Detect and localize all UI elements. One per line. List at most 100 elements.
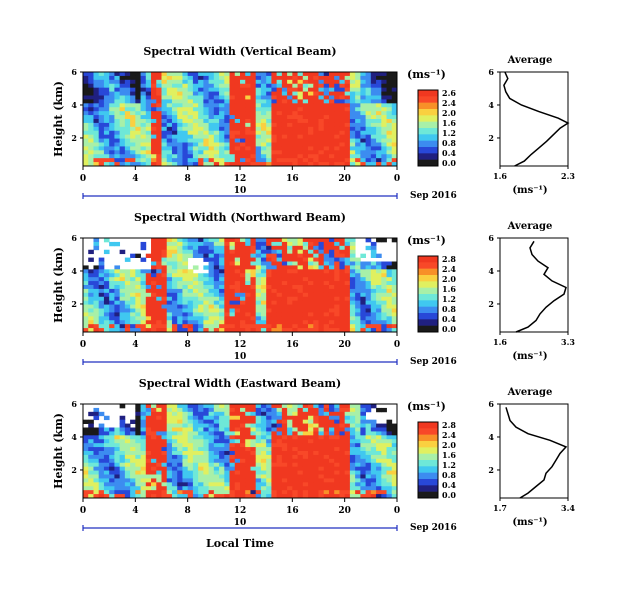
heatmap-cell (308, 308, 314, 313)
heatmap-cell (198, 75, 204, 81)
heatmap-cell (365, 75, 372, 81)
heatmap-cell (219, 269, 225, 274)
heatmap-cell (234, 122, 241, 128)
heatmap-cell (135, 253, 141, 258)
heatmap-cell (360, 111, 366, 116)
heatmap-cell (318, 134, 325, 139)
heatmap-cell (124, 431, 131, 436)
heatmap-cell (370, 99, 377, 104)
heatmap-cell (260, 119, 267, 124)
heatmap-cell (203, 257, 209, 262)
heatmap-cell (166, 87, 173, 92)
heatmap-cell (297, 99, 304, 104)
heatmap-cell (182, 411, 189, 417)
heatmap-cell (323, 150, 330, 155)
heatmap-cell (240, 296, 246, 302)
heatmap-cell (276, 404, 283, 409)
heatmap-cell (109, 486, 115, 491)
heatmap-cell (339, 111, 346, 116)
heatmap-cell (161, 478, 168, 483)
heatmap-cell (187, 288, 194, 294)
heatmap-cell (250, 308, 257, 313)
heatmap-cell (103, 470, 110, 475)
heatmap-cell (83, 142, 89, 147)
heatmap-cell (276, 122, 283, 128)
heatmap-cell (339, 146, 346, 151)
heatmap-cell (391, 454, 398, 460)
heatmap-cell (328, 482, 335, 487)
heatmap-cell (318, 107, 325, 112)
heatmap-cell (323, 490, 330, 495)
heatmap-cell (203, 443, 209, 448)
heatmap-cell (208, 324, 215, 329)
heatmap-cell (192, 277, 199, 282)
heatmap-cell (318, 320, 325, 325)
heatmap-cell (208, 328, 215, 333)
heatmap-cell (161, 316, 168, 321)
heatmap-cell (292, 107, 298, 112)
heatmap-cell (192, 95, 199, 100)
heatmap-cell (88, 154, 94, 159)
heatmap-cell (182, 451, 189, 456)
heatmap-cell (109, 75, 115, 81)
heatmap-cell (376, 103, 382, 108)
heatmap-cell (119, 427, 126, 432)
heatmap-cell (344, 134, 351, 139)
heatmap-cell (187, 99, 194, 104)
heatmap-cell (177, 261, 183, 266)
heatmap-cell (266, 486, 272, 491)
heatmap-cell (344, 265, 351, 270)
heatmap-cell (192, 474, 199, 479)
heatmap-cell (151, 99, 157, 104)
heatmap-cell (114, 486, 121, 491)
heatmap-cell (386, 265, 393, 270)
heatmap-cell (276, 292, 283, 298)
heatmap-cell (281, 245, 288, 251)
heatmap-cell (203, 111, 209, 116)
heatmap-cell (88, 490, 94, 495)
heatmap-cell (250, 478, 257, 483)
heatmap-cell (229, 146, 236, 151)
heatmap-cell (355, 474, 361, 479)
heatmap-cell (281, 320, 288, 325)
heatmap-cell (318, 482, 325, 487)
heatmap-cell (302, 83, 309, 89)
heatmap-cell (240, 478, 246, 483)
heatmap-cell (161, 79, 168, 85)
heatmap-cell (98, 126, 105, 132)
heatmap-cell (318, 122, 325, 128)
heatmap-cell (250, 312, 257, 317)
heatmap-cell (381, 447, 387, 452)
heatmap-cell (255, 451, 262, 456)
heatmap-cell (203, 238, 209, 243)
heatmap-cell (156, 122, 162, 128)
heatmap-cell (287, 253, 293, 258)
heatmap-cell (250, 277, 257, 282)
heatmap-cell (260, 427, 267, 432)
heatmap-cell (161, 296, 168, 302)
heatmap-cell (234, 72, 241, 77)
heatmap-cell (88, 316, 94, 321)
heatmap-cell (208, 281, 215, 286)
heatmap-cell (119, 72, 126, 77)
heatmap-cell (224, 439, 230, 444)
colorbar-tick-label: 1.2 (442, 294, 456, 304)
heatmap-cell (171, 249, 178, 255)
heatmap-cell (328, 415, 335, 421)
heatmap-cell (135, 72, 141, 77)
heatmap-cell (365, 83, 372, 89)
heatmap-cell (187, 443, 194, 448)
heatmap-cell (376, 150, 382, 155)
heatmap-cell (365, 87, 372, 92)
heatmap-cell (151, 404, 157, 409)
heatmap-cell (219, 261, 225, 266)
heatmap-cell (313, 158, 319, 163)
heatmap-cell (192, 241, 199, 247)
heatmap-cell (302, 281, 309, 286)
heatmap-cell (187, 75, 194, 81)
heatmap-cell (203, 130, 209, 136)
heatmap-cell (140, 423, 147, 428)
heatmap-cell (234, 79, 241, 85)
heatmap-cell (182, 95, 189, 100)
heatmap-cell (208, 494, 215, 499)
